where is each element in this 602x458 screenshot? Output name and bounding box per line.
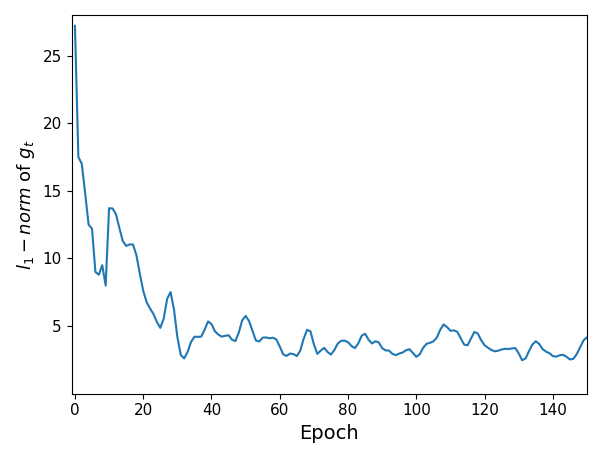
X-axis label: Epoch: Epoch [299,424,359,443]
Y-axis label: $l_1 - norm$ of $g_t$: $l_1 - norm$ of $g_t$ [15,139,37,270]
